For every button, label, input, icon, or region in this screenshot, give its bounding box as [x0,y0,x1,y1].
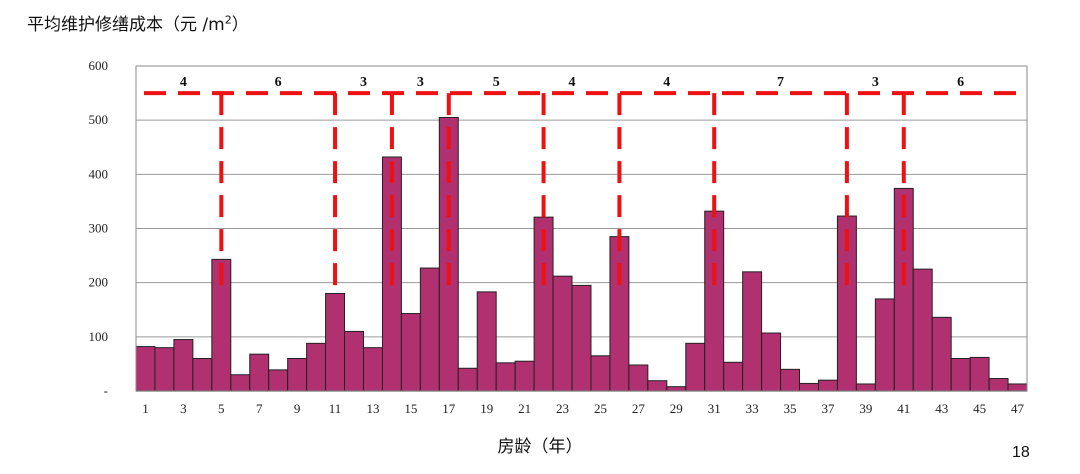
bar [988,378,1009,392]
bar [287,358,308,392]
x-tick-label: 31 [708,401,721,416]
x-tick-label: 1 [142,401,149,416]
bar [855,383,876,392]
bar [457,367,478,392]
bar [249,353,270,392]
x-tick-label: 19 [480,401,493,416]
x-axis-label: 房龄（年） [497,437,583,457]
x-tick-label: 45 [973,401,986,416]
bar [476,291,497,392]
bar [780,368,801,392]
y-tick-label: - [104,383,108,398]
x-tick-label: 39 [859,401,872,416]
x-tick-label: 27 [632,401,646,416]
y-tick-label: 200 [89,275,109,290]
bar [438,116,459,392]
segment-label: 3 [360,75,367,90]
bar [400,313,421,392]
y-tick-label: 600 [89,58,109,73]
y-tick-label: 400 [89,166,109,181]
bar [419,267,440,392]
x-tick-label: 7 [256,401,263,416]
x-tick-label: 11 [329,401,342,416]
x-tick-label: 41 [897,401,910,416]
bar [950,358,971,392]
bar [912,268,933,392]
x-tick-label: 5 [218,401,225,416]
y-tick-label: 500 [89,112,109,127]
segment-label: 7 [777,75,784,90]
bar [685,342,706,392]
bar [666,386,687,392]
bar [874,298,895,392]
bar [154,347,175,392]
bars [135,116,1028,392]
bar [514,360,535,392]
segment-label: 6 [275,75,282,90]
x-tick-label: 25 [594,401,607,416]
bar [571,284,592,392]
bar [325,293,346,392]
x-tick-label: 9 [294,401,301,416]
bar [609,236,630,392]
x-tick-label: 35 [784,401,797,416]
bar [761,332,782,392]
bar [268,369,289,392]
x-tick-label: 15 [404,401,417,416]
y-tick-label: 300 [89,221,109,236]
x-tick-label: 23 [556,401,569,416]
x-tick-label: 21 [518,401,531,416]
chart-title-superscript: 2 [224,13,232,27]
axes [135,65,1028,392]
bar [362,347,383,392]
segment-label: 4 [180,75,187,90]
x-tick-label: 37 [821,401,835,416]
segment-label: 3 [417,75,424,90]
segment-label: 3 [872,75,879,90]
bar [628,364,649,392]
x-tick-label: 33 [746,401,759,416]
segment-label: 4 [569,75,576,90]
bar [495,362,516,392]
bar [135,346,156,392]
bar [306,342,327,392]
bar [344,330,364,392]
page-number: 18 [1012,444,1030,461]
segment-label: 5 [493,75,500,90]
x-tick-label: 17 [442,401,456,416]
segment-lines [144,91,1025,289]
x-tick-label: 47 [1011,401,1025,416]
chart-title-text: 平均维护修缮成本（元 /m [27,15,225,35]
chart-title-end: ） [231,15,249,35]
bar [192,358,213,392]
bar [799,382,819,392]
y-tick-label: 100 [89,329,109,344]
x-tick-label: 29 [670,401,683,416]
bar [230,374,251,392]
bar [817,379,838,392]
bar [552,275,573,392]
bar [893,187,914,392]
bar [723,361,744,392]
x-tick-label: 13 [366,401,379,416]
segment-label: 6 [957,75,964,90]
bar [647,380,668,392]
segment-label: 4 [663,75,670,90]
bar [931,316,952,392]
x-tick-label: 3 [180,401,187,416]
chart-title: 平均维护修缮成本（元 /m2） [27,10,249,35]
bar [742,271,763,392]
bar [173,339,194,392]
bar [969,356,990,392]
bar [1007,383,1028,392]
bar [590,355,611,392]
x-tick-label: 43 [935,401,948,416]
